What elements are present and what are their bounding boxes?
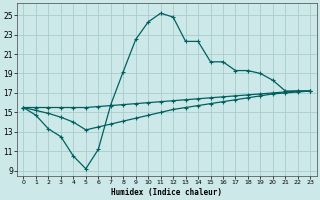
X-axis label: Humidex (Indice chaleur): Humidex (Indice chaleur) [111, 188, 222, 197]
